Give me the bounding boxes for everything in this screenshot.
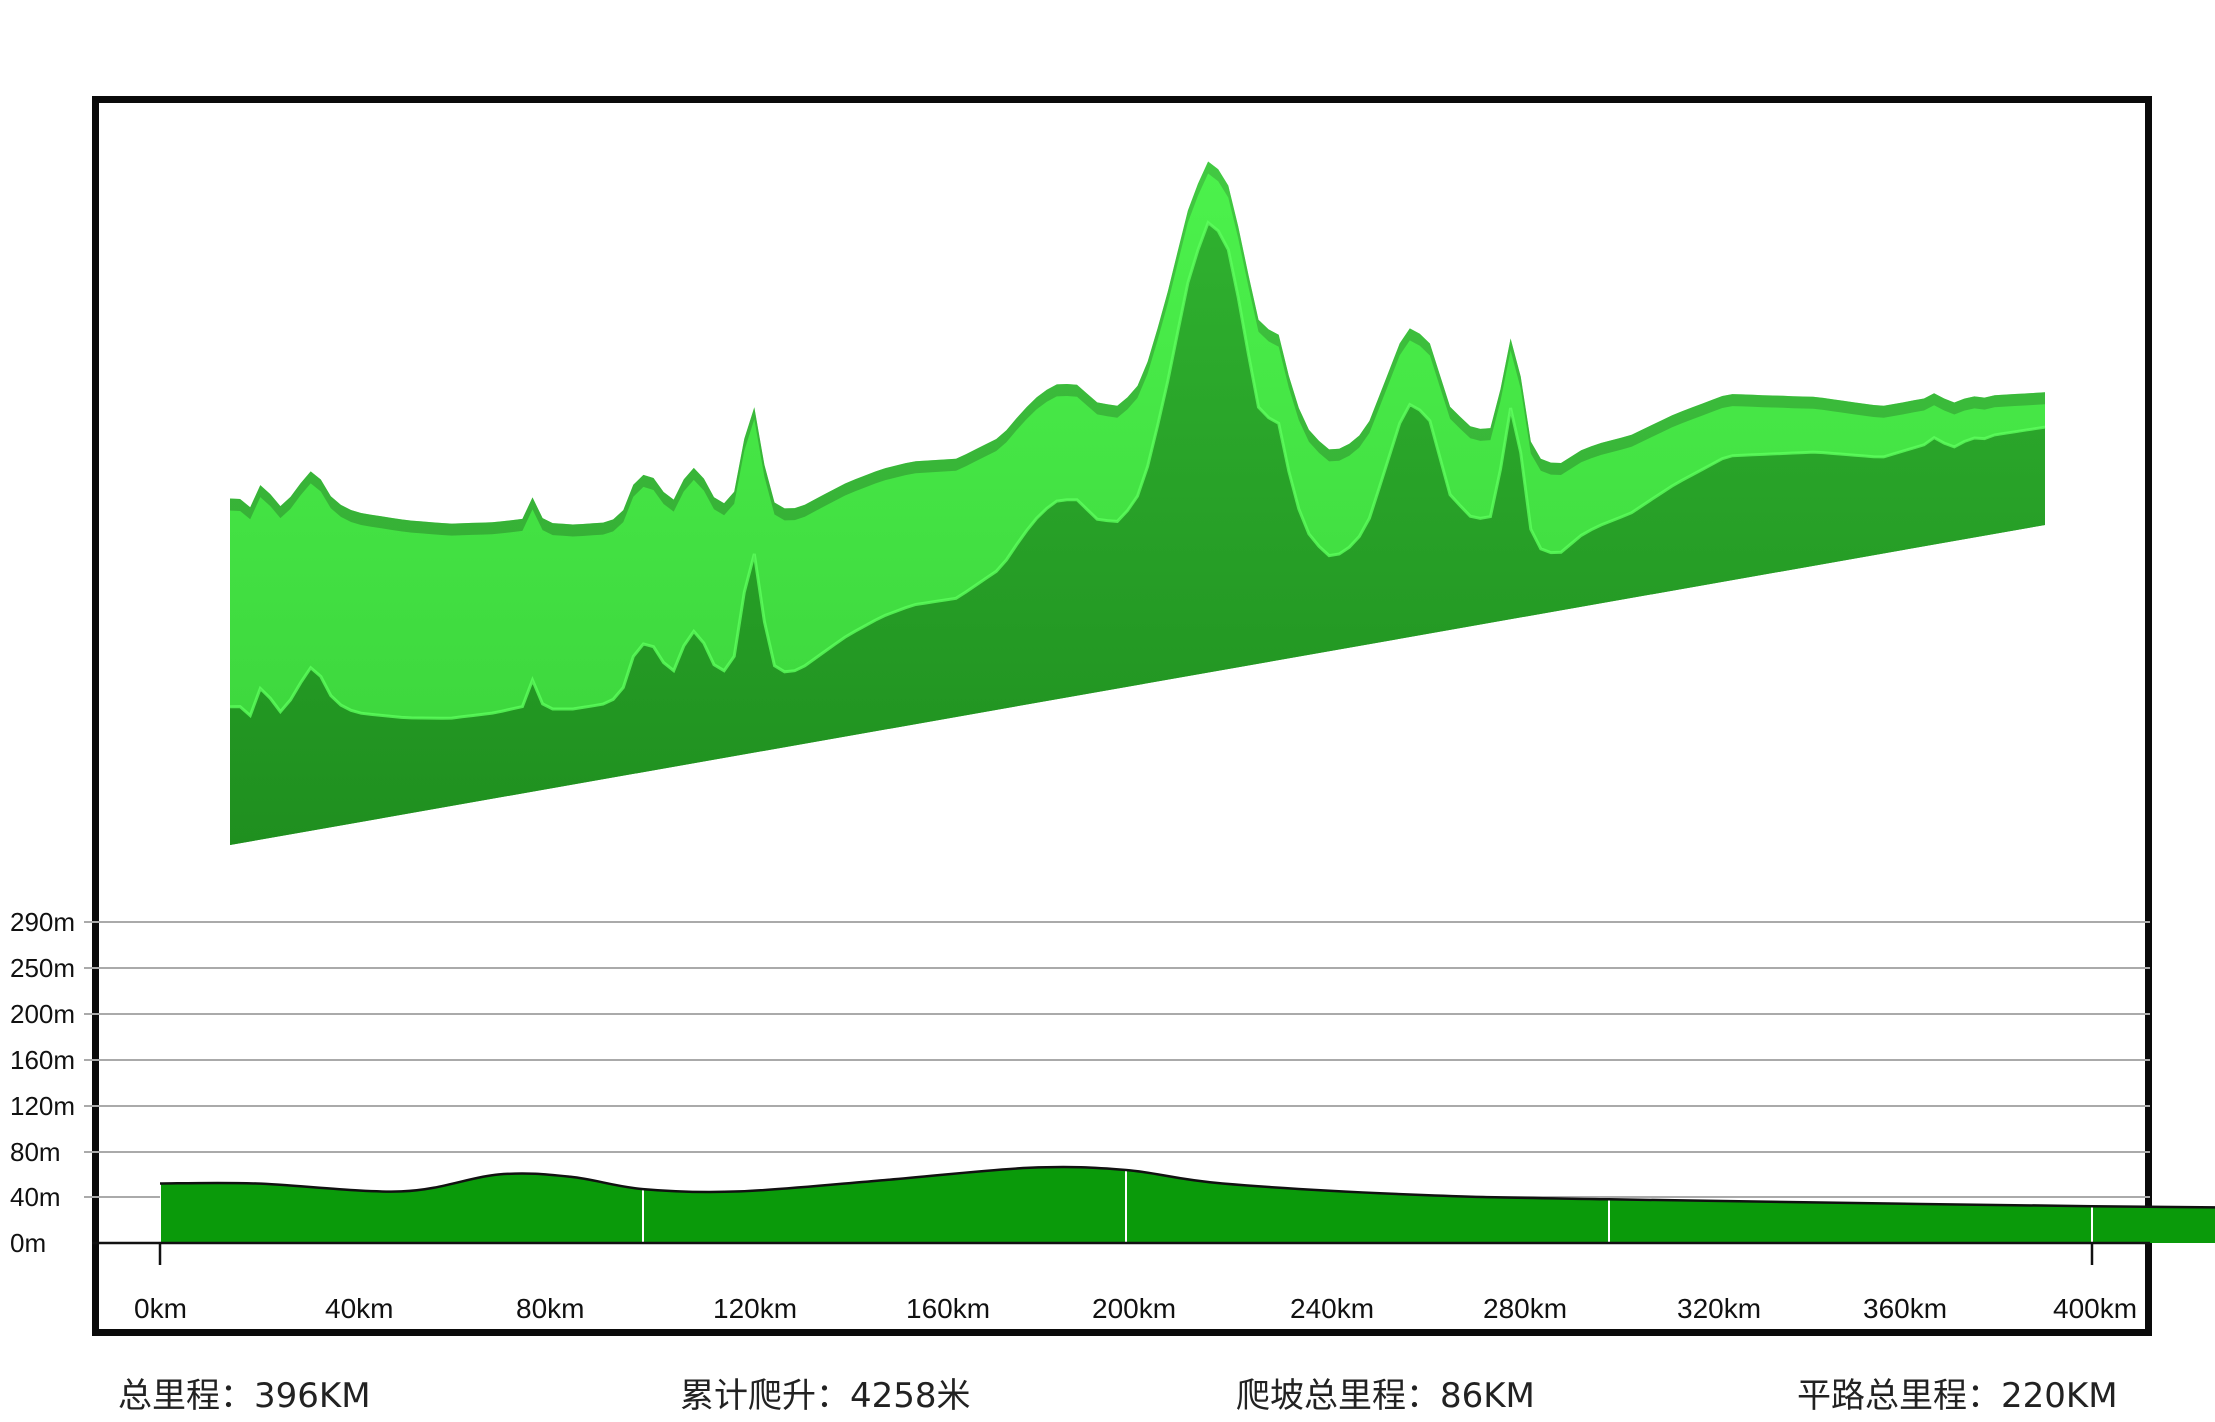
relief-front-face [230,222,2045,846]
x-tick-label: 360km [1863,1293,1947,1324]
y-tick-label: 200m [10,999,75,1029]
y-tick-label: 290m [10,907,75,937]
stat-flat-distance: 平路总里程：220KM [1797,1376,2118,1416]
stat-climb-distance: 爬坡总里程：86KM [1236,1376,1535,1416]
x-tick-label: 240km [1290,1293,1374,1324]
x-axis-labels: 0km 40km 80km 120km 160km 200km 240km 280km 320k… [134,1293,2137,1324]
stat-total-climb: 累计爬升：4258米 [680,1376,971,1416]
y-tick-label: 40m [10,1182,61,1212]
chart-frame [92,96,2152,1336]
y-tick-label: 160m [10,1045,75,1075]
grid-lines [84,921,2150,1198]
x-axis [92,1241,2150,1265]
x-tick-label: 80km [516,1293,584,1324]
relief-ridge-highlight [229,220,2046,720]
x-tick-label: 200km [1092,1293,1176,1324]
y-tick-label: 120m [10,1091,75,1121]
stat-total-distance: 总里程：396KM [118,1376,371,1416]
x-tick-label: 160km [906,1293,990,1324]
x-tick-label: 120km [713,1293,797,1324]
y-tick-label: 250m [10,953,75,983]
elevation-area [160,1167,2215,1243]
y-axis-labels: 0m 40m 80m 120m 160m 200m 250m 290m [10,907,75,1258]
x-tick-label: 400km [2053,1293,2137,1324]
y-tick-label: 0m [10,1228,46,1258]
elevation-fill [160,1167,2215,1243]
x-tick-label: 40km [325,1293,393,1324]
x-tick-label: 320km [1677,1293,1761,1324]
x-tick-label: 280km [1483,1293,1567,1324]
terrain-3d-relief [229,161,2046,846]
y-tick-label: 80m [10,1137,61,1167]
relief-top-surface [230,161,2045,719]
x-tick-label: 0km [134,1293,187,1324]
